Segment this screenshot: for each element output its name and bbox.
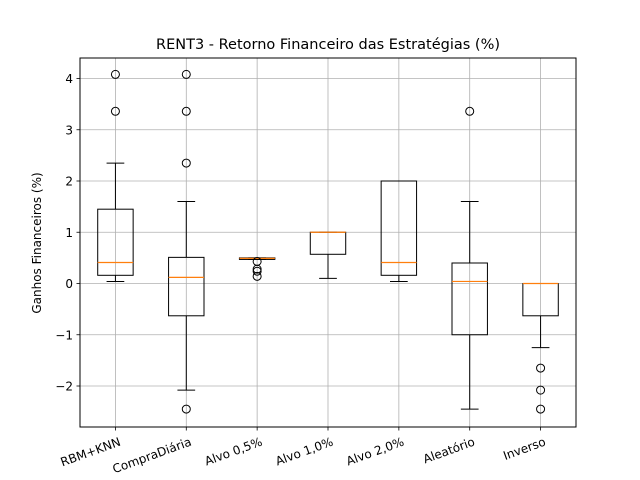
box-group	[238, 256, 276, 281]
y-tick-label: 1	[65, 226, 73, 240]
outlier-point	[110, 69, 120, 79]
y-tick-label: −1	[55, 328, 73, 342]
outlier-point	[252, 266, 262, 276]
outlier-point	[110, 106, 120, 116]
outlier-point	[536, 404, 546, 414]
box-group	[380, 180, 418, 282]
box-iqr	[451, 262, 488, 336]
outlier-point	[536, 363, 546, 373]
outlier-point	[181, 158, 191, 168]
outlier-point	[181, 404, 191, 414]
outlier-point	[252, 271, 262, 281]
y-tick-label: 0	[65, 277, 73, 291]
box-group	[451, 106, 488, 410]
box-group	[522, 282, 559, 414]
box-group	[168, 69, 205, 414]
box-group	[309, 231, 347, 279]
outlier-point	[181, 69, 191, 79]
box-iqr	[97, 208, 134, 276]
outlier-point	[181, 106, 191, 116]
boxes-layer	[97, 69, 559, 414]
y-tick-label: −2	[55, 380, 73, 394]
outlier-point	[536, 385, 546, 395]
chart-title: RENT3 - Retorno Financeiro das Estratégi…	[156, 37, 500, 53]
grid-lines	[80, 58, 576, 427]
outlier-point	[465, 106, 475, 116]
y-tick-label: 4	[65, 72, 73, 86]
y-tick-label: 2	[65, 175, 73, 189]
box-iqr	[168, 256, 205, 317]
y-tick-label: 3	[65, 123, 73, 137]
box-group	[97, 69, 134, 282]
y-axis-label: Ganhos Financeiros (%)	[30, 172, 44, 313]
box-iqr	[380, 180, 418, 276]
